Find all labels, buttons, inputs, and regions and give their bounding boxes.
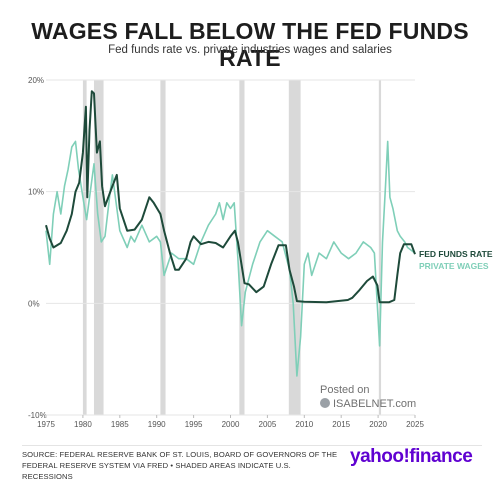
y-tick-label: 10% <box>28 188 44 197</box>
chart-subtitle: Fed funds rate vs. private industries wa… <box>108 44 392 56</box>
x-tick-label: 1995 <box>185 420 203 429</box>
watermark-line2: ISABELNET.com <box>320 398 416 410</box>
recession-bands <box>82 80 382 415</box>
y-tick-label: -10% <box>28 411 47 420</box>
legend-private-wages: PRIVATE WAGES <box>419 261 489 271</box>
y-tick-label: 0% <box>28 299 40 308</box>
recession-band-2 <box>160 80 166 415</box>
legend-fed-funds-rate: FED FUNDS RATE <box>419 249 493 259</box>
x-tick-label: 1985 <box>111 420 129 429</box>
watermark-line1: Posted on <box>320 384 370 396</box>
x-tick-label: 2025 <box>406 420 424 429</box>
series-lines <box>45 90 416 377</box>
legend: FED FUNDS RATE PRIVATE WAGES <box>419 249 493 271</box>
x-tick-label: 1980 <box>74 420 92 429</box>
series-line-private-wages <box>45 140 416 377</box>
x-tick-label: 2000 <box>222 420 240 429</box>
x-tick-label: 1990 <box>148 420 166 429</box>
x-tick-label: 1975 <box>37 420 55 429</box>
recession-band-0 <box>82 80 87 415</box>
y-tick-label: 20% <box>28 76 44 85</box>
source-note: SOURCE: FEDERAL RESERVE BANK OF ST. LOUI… <box>22 450 338 481</box>
watermark-line2-text: ISABELNET.com <box>333 398 417 410</box>
chart: 20% 10% 0% -10% 1975 1980 1985 1990 1995 2000 200… <box>28 76 493 429</box>
x-axis-ticks: 1975 1980 1985 1990 1995 2000 2005 2010 2015 2020… <box>37 415 424 429</box>
y-axis-ticks: 20% 10% 0% -10% <box>28 76 47 420</box>
series-line-fed-funds-rate <box>45 90 416 304</box>
x-tick-label: 2015 <box>332 420 350 429</box>
footer-divider <box>22 445 482 446</box>
x-tick-label: 2020 <box>369 420 387 429</box>
recession-band-1 <box>93 80 104 415</box>
x-tick-label: 2010 <box>295 420 313 429</box>
recession-band-4 <box>288 80 301 415</box>
isabelnet-logo-icon <box>320 398 330 409</box>
recession-band-5 <box>378 80 382 415</box>
chart-title: WAGES FALL BELOW THE FED FUNDS RATE <box>31 18 469 71</box>
yahoo-finance-logo: yahoo!finance <box>350 446 473 467</box>
x-tick-label: 2005 <box>259 420 277 429</box>
recession-band-3 <box>239 80 245 415</box>
